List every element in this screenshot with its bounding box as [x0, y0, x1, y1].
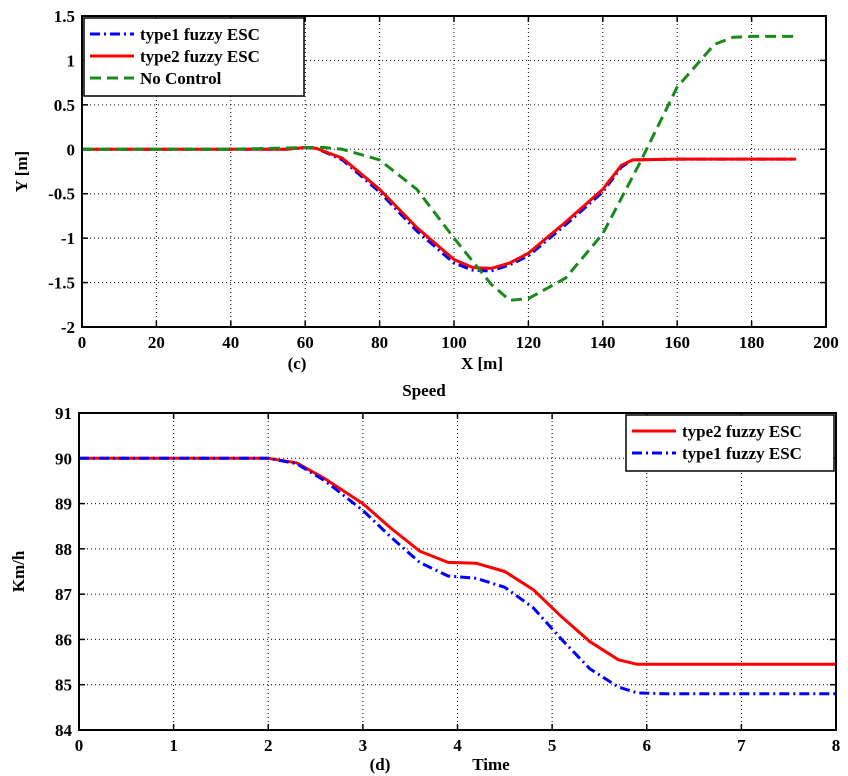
x-tick-label: 1: [169, 736, 178, 755]
legend-label-2: type2 fuzzy ESC: [140, 47, 260, 66]
y-tick-label: 1: [67, 51, 76, 70]
series-line-1: [79, 456, 836, 666]
series-line-3: [82, 34, 797, 302]
y-tick-label: 84: [55, 721, 73, 740]
y-tick-label: 90: [55, 449, 72, 468]
legend-label-3: No Control: [140, 69, 222, 88]
y-tick-label: 88: [55, 540, 72, 559]
chart-panel-c: 0 20 40 60 80 100 120 140 160 180 200 -2 -1.5 -1 -0.5 0…: [12, 7, 839, 373]
x-tick-label: 4: [453, 736, 462, 755]
legend-box: [625, 414, 835, 472]
x-tick-label: 140: [590, 333, 616, 352]
y-tick-label: 91: [55, 404, 72, 423]
y-axis-label: Km/h: [9, 550, 28, 592]
x-tick-label: 5: [548, 736, 557, 755]
panel-label: (d): [370, 755, 391, 774]
y-tick-label: 86: [55, 630, 72, 649]
y-tick-label: -2: [61, 318, 75, 337]
y-tick-label: 87: [55, 585, 73, 604]
x-tick-label: 40: [222, 333, 239, 352]
x-axis-label: X [m]: [461, 354, 503, 373]
x-tick-label: 80: [371, 333, 388, 352]
x-tick-label: 3: [359, 736, 368, 755]
x-tick-label: 100: [441, 333, 467, 352]
plot-frame: [78, 412, 837, 731]
panel-label: (c): [288, 354, 307, 373]
chart-panel-d: 0 1 2 3 4 5 6 7 8 84 85 86 87 88 89 90 91 Km/h Speed (d) Tim…: [9, 381, 840, 774]
x-tick-label: 2: [264, 736, 273, 755]
legend-label-2: type1 fuzzy ESC: [682, 444, 802, 463]
y-tick-label: 1.5: [54, 7, 75, 26]
x-tick-label: 160: [664, 333, 690, 352]
chart-title: Speed: [402, 381, 446, 400]
x-tick-label: 20: [148, 333, 165, 352]
legend: type2 fuzzy ESC type1 fuzzy ESC: [625, 414, 835, 472]
x-tick-label: 120: [516, 333, 542, 352]
y-axis-label: Y [m]: [12, 151, 31, 192]
series-line-1: [82, 146, 797, 273]
x-tick-label: 0: [75, 736, 84, 755]
x-tick-label: 0: [78, 333, 87, 352]
x-tick-label: 7: [737, 736, 746, 755]
x-axis-label: Time: [472, 755, 510, 774]
legend-label-1: type2 fuzzy ESC: [682, 422, 802, 441]
x-tick-label: 180: [739, 333, 765, 352]
x-tick-label: 200: [813, 333, 839, 352]
y-tick-label: 0: [67, 140, 76, 159]
plot-frame: [81, 15, 827, 328]
x-tick-label: 60: [297, 333, 314, 352]
y-tick-label: 0.5: [54, 96, 75, 115]
y-tick-label: -1: [61, 229, 75, 248]
y-tick-label: -1.5: [48, 274, 75, 293]
y-tick-label: 89: [55, 495, 72, 514]
x-tick-label: 8: [832, 736, 841, 755]
y-tick-label: 85: [55, 676, 72, 695]
legend: type1 fuzzy ESC type2 fuzzy ESC No Control: [83, 17, 305, 97]
legend-label-1: type1 fuzzy ESC: [140, 25, 260, 44]
y-tick-label: -0.5: [48, 185, 75, 204]
x-tick-label: 6: [643, 736, 652, 755]
